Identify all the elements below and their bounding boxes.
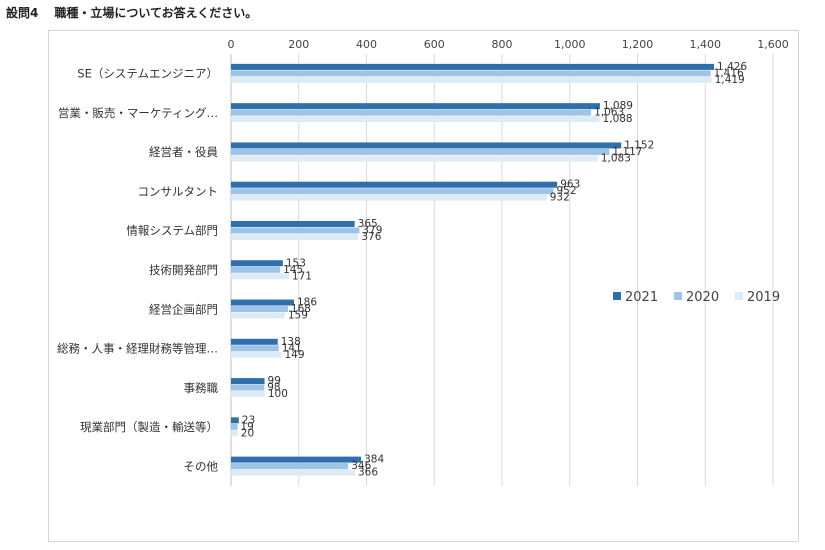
category-label: 経営企画部門 xyxy=(149,302,218,316)
data-label: 19 xyxy=(240,421,253,433)
data-label: 379 xyxy=(362,224,382,236)
data-label: 1,063 xyxy=(594,107,624,119)
bar-2019 xyxy=(231,312,285,319)
data-label: 932 xyxy=(550,192,570,204)
bar-2019 xyxy=(231,233,359,240)
data-label: 1,419 xyxy=(715,74,745,86)
data-label: 365 xyxy=(358,218,378,230)
category-label: 経営者・役員 xyxy=(149,145,218,159)
bar-2020 xyxy=(231,423,238,430)
data-label: 23 xyxy=(242,414,255,426)
category-label: 事務職 xyxy=(184,381,219,395)
data-label: 1,089 xyxy=(603,100,633,112)
bar-2021 xyxy=(231,338,278,345)
bar-2020 xyxy=(231,266,281,273)
data-label: 186 xyxy=(297,297,317,309)
bar-2021 xyxy=(231,103,600,110)
data-label: 168 xyxy=(291,303,311,315)
question-text: 職種・立場についてお答えください。 xyxy=(54,6,258,20)
bar-2020 xyxy=(231,70,711,77)
x-tick-label: 1,000 xyxy=(554,38,586,51)
bar-2021 xyxy=(231,63,715,70)
x-tick-label: 600 xyxy=(424,38,445,51)
data-label: 376 xyxy=(361,231,381,243)
x-tick-label: 200 xyxy=(288,38,309,51)
category-label: その他 xyxy=(184,459,219,473)
x-tick-label: 1,200 xyxy=(622,38,654,51)
x-tick-label: 400 xyxy=(356,38,377,51)
question-title: 設問4 職種・立場についてお答えください。 xyxy=(6,4,257,21)
legend-label-2019: 2019 xyxy=(747,290,780,305)
x-tick-label: 1,600 xyxy=(757,38,789,51)
category-label: 営業・販売・マーケティング… xyxy=(58,106,218,120)
bar-2019 xyxy=(231,273,289,280)
category-label: 総務・人事・経理財務等管理… xyxy=(57,342,218,356)
bar-2021 xyxy=(231,456,362,463)
bar-2020 xyxy=(231,345,279,352)
data-label: 145 xyxy=(283,264,303,276)
data-label: 153 xyxy=(286,257,306,269)
category-label: SE（システムエンジニア） xyxy=(77,67,218,81)
data-label: 366 xyxy=(358,467,378,479)
bar-2021 xyxy=(231,299,295,306)
data-label: 1,152 xyxy=(624,139,654,151)
data-label: 149 xyxy=(284,349,304,361)
data-label: 141 xyxy=(282,342,302,354)
bar-2021 xyxy=(231,417,239,424)
data-label: 171 xyxy=(292,270,312,282)
bar-2019 xyxy=(231,469,355,476)
question-number: 設問4 xyxy=(6,6,39,20)
bar-2019 xyxy=(231,155,598,162)
data-label: 1,426 xyxy=(717,61,747,73)
bar-2020 xyxy=(231,463,349,470)
bar-2020 xyxy=(231,227,360,234)
bar-2021 xyxy=(231,142,622,149)
data-label: 138 xyxy=(281,336,301,348)
data-label: 159 xyxy=(288,310,308,322)
legend-swatch-2020 xyxy=(674,292,682,300)
bar-2019 xyxy=(231,116,600,123)
bar-2019 xyxy=(231,430,238,437)
legend-swatch-2021 xyxy=(613,292,621,300)
bar-2021 xyxy=(231,378,265,385)
data-label: 346 xyxy=(351,460,371,472)
bar-2021 xyxy=(231,260,283,267)
bar-2019 xyxy=(231,76,712,83)
bar-2020 xyxy=(231,188,554,195)
data-label: 100 xyxy=(268,388,288,400)
data-label: 1,117 xyxy=(612,146,642,158)
data-label: 1,083 xyxy=(601,152,631,164)
bar-2021 xyxy=(231,220,355,227)
data-label: 1,416 xyxy=(714,67,744,79)
bar-2021 xyxy=(231,181,558,188)
category-label: コンサルタント xyxy=(138,184,219,198)
data-label: 1,088 xyxy=(603,113,633,125)
bar-2020 xyxy=(231,109,592,116)
category-label: 情報システム部門 xyxy=(126,224,218,238)
data-label: 20 xyxy=(241,427,254,439)
x-tick-label: 800 xyxy=(492,38,513,51)
category-label: 技術開発部門 xyxy=(149,263,218,277)
bar-2020 xyxy=(231,148,610,155)
bar-2019 xyxy=(231,351,282,358)
x-tick-label: 0 xyxy=(228,38,235,51)
data-label: 99 xyxy=(268,375,281,387)
legend-swatch-2019 xyxy=(735,292,743,300)
data-label: 384 xyxy=(364,454,384,466)
legend-label-2021: 2021 xyxy=(625,290,658,305)
bar-2020 xyxy=(231,306,288,313)
legend-label-2020: 2020 xyxy=(686,290,719,305)
category-label: 現業部門（製造・輸送等） xyxy=(80,420,218,434)
bar-2020 xyxy=(231,384,265,391)
data-label: 963 xyxy=(560,179,580,191)
bar-2019 xyxy=(231,194,547,201)
x-tick-label: 1,400 xyxy=(690,38,722,51)
data-label: 98 xyxy=(267,382,280,394)
data-label: 952 xyxy=(556,185,576,197)
bar-2019 xyxy=(231,391,265,398)
